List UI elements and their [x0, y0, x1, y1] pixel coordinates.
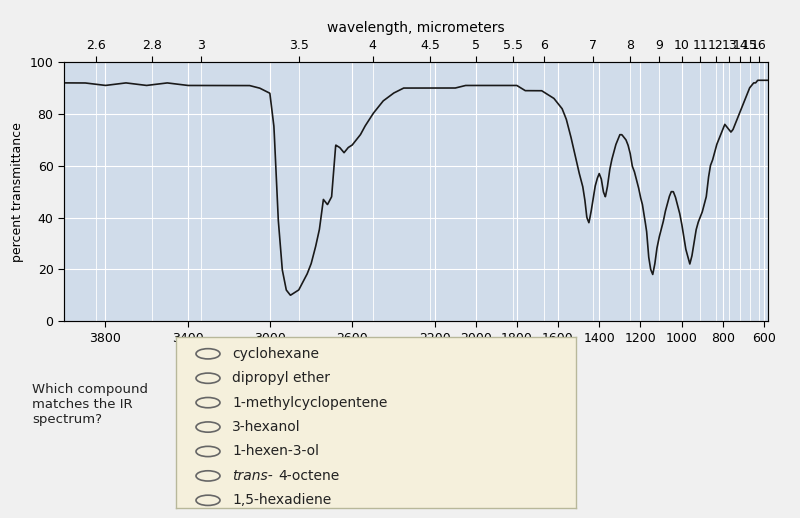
Text: 3-hexanol: 3-hexanol — [232, 420, 301, 434]
Text: dipropyl ether: dipropyl ether — [232, 371, 330, 385]
Text: 1-methylcyclopentene: 1-methylcyclopentene — [232, 396, 387, 410]
Text: cyclohexane: cyclohexane — [232, 347, 319, 361]
Text: 1,5-hexadiene: 1,5-hexadiene — [232, 493, 331, 507]
Text: 1-hexen-3-ol: 1-hexen-3-ol — [232, 444, 319, 458]
Y-axis label: percent transmittance: percent transmittance — [11, 122, 24, 262]
X-axis label: wavelength, micrometers: wavelength, micrometers — [327, 21, 505, 35]
X-axis label: wavenumber, cm$^{-1}$: wavenumber, cm$^{-1}$ — [348, 350, 484, 371]
Text: 4-octene: 4-octene — [278, 469, 339, 483]
Text: trans-: trans- — [232, 469, 273, 483]
Text: Which compound
matches the IR
spectrum?: Which compound matches the IR spectrum? — [32, 382, 148, 426]
